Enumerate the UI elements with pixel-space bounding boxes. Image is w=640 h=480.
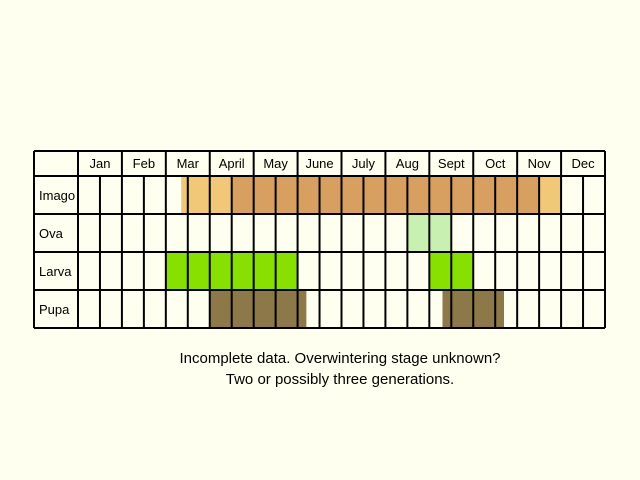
month-label-aug: Aug [396,156,419,171]
caption: Incomplete data. Overwintering stage unk… [120,348,560,390]
stage-label-imago: Imago [39,188,75,203]
month-label-oct: Oct [485,156,506,171]
stage-label-ova: Ova [39,226,64,241]
month-label-june: June [305,156,333,171]
stage-label-larva: Larva [39,264,72,279]
caption-line-1: Incomplete data. Overwintering stage unk… [179,350,501,367]
month-label-jan: Jan [89,156,110,171]
stage-label-pupa: Pupa [39,302,70,317]
month-label-feb: Feb [133,156,155,171]
month-label-nov: Nov [528,156,552,171]
month-label-dec: Dec [571,156,595,171]
caption-line-2: Two or possibly three generations. [225,371,455,388]
month-label-mar: Mar [177,156,200,171]
stage-bar-pupa-0 [209,290,307,328]
month-label-april: April [219,156,245,171]
month-label-july: July [352,156,376,171]
stage-bar-imago-2 [539,176,562,214]
life-cycle-chart: Jan Feb Mar April May June July Aug Sept Oct Nov De… [33,150,606,329]
stage-bar-imago-0 [181,176,232,214]
month-label-sept: Sept [438,156,465,171]
month-label-may: May [263,156,288,171]
